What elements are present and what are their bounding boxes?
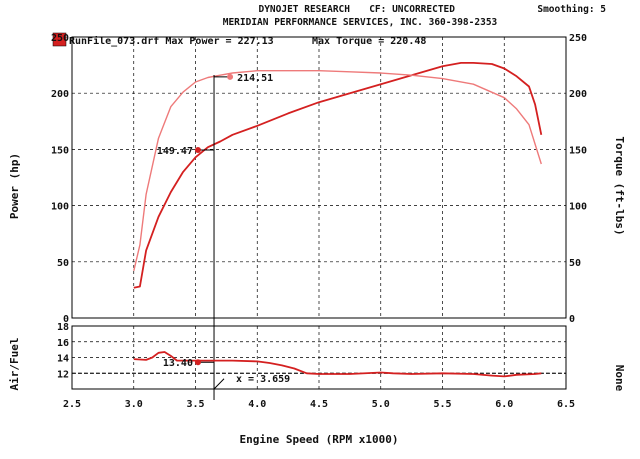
cursor-pointer (213, 378, 225, 390)
airfuel-axis-title: Air/Fuel (8, 338, 21, 391)
legend-torque-label: Max Torque = 220.48 (312, 36, 426, 47)
series-airfuel-line (133, 351, 542, 378)
torque-axis-title: Torque (ft-lbs) (613, 136, 626, 235)
x-tick-label: 5.5 (433, 399, 451, 410)
plot-frame (71, 36, 567, 319)
afr-plot-frame (71, 325, 567, 390)
y2-tick-label: 100 (569, 202, 587, 213)
y2-tick-label: 200 (569, 89, 587, 100)
afr-y-tick-label: 16 (57, 338, 69, 349)
header-company: DYNOJET RESEARCH (258, 4, 350, 15)
x-tick-label: 4.0 (248, 399, 266, 410)
x-tick-label: 6.0 (495, 399, 513, 410)
x-axis-title: Engine Speed (RPM x1000) (240, 433, 399, 446)
y-tick-label: 200 (51, 89, 69, 100)
x-tick-label: 4.5 (310, 399, 328, 410)
y-tick-label: 0 (63, 314, 69, 325)
cursor-value-label: x = 3.659 (236, 374, 290, 385)
y2-tick-label: 0 (569, 314, 575, 325)
y2-tick-label: 150 (569, 145, 587, 156)
y2-tick-label: 50 (569, 258, 581, 269)
legend-run-label: RunFile_073.drf Max Power = 227.13 (69, 35, 274, 47)
afr-y-tick-label: 14 (57, 354, 69, 365)
x-tick-label: 2.5 (63, 399, 81, 410)
header-correction: CF: UNCORRECTED (369, 4, 455, 15)
annotation-label: 149.47 (157, 146, 193, 157)
series-torque-line (133, 69, 542, 271)
legend-swatch (52, 32, 67, 47)
power-axis-title: Power (hp) (8, 153, 21, 219)
x-tick-label: 3.5 (186, 399, 204, 410)
y-tick-label: 150 (51, 145, 69, 156)
afr-y-tick-label: 18 (57, 322, 69, 333)
y-tick-label: 100 (51, 202, 69, 213)
y2-tick-label: 250 (569, 33, 587, 44)
annotation-marker (227, 73, 234, 80)
afr-y-tick-label: 12 (57, 369, 69, 380)
y-tick-label: 50 (57, 258, 69, 269)
header-smoothing: Smoothing: 5 (537, 4, 606, 15)
y-tick-label: 250 (51, 33, 69, 44)
annotation-marker (194, 146, 201, 153)
x-tick-label: 5.0 (372, 399, 390, 410)
afr-annotation-marker (194, 359, 201, 366)
airfuel-panel: 12 14 16 18 2.5 3.0 3.5 4.0 4.5 5.0 5.5 6.0 6.5 13.40… (57, 322, 575, 410)
header-shop: MERIDIAN PERFORMANCE SERVICES, INC. 360-… (223, 17, 498, 28)
x-tick-label: 3.0 (125, 399, 143, 410)
x-tick-label: 6.5 (557, 399, 575, 410)
afr-annotation-label: 13.40 (163, 358, 193, 369)
none-axis-title: None (613, 365, 626, 392)
power-torque-panel: 0 50 100 150 200 250 0 50 100 150 200 250 149.47 214.… (51, 33, 587, 400)
series-power-line (133, 62, 543, 289)
annotation-label: 214.51 (237, 73, 273, 84)
